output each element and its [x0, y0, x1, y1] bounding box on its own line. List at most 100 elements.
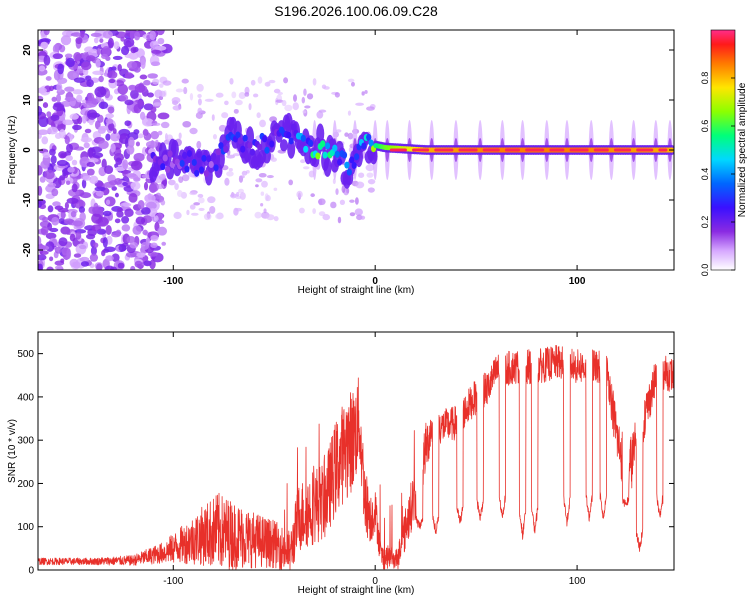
- spectrogram-speckle: [270, 157, 277, 162]
- spectrogram-ridge-core: [249, 148, 256, 156]
- spectrogram-speckle: [263, 208, 267, 214]
- spectrogram-noise-blob: [79, 256, 90, 262]
- spectrogram-noise-blob: [108, 122, 115, 131]
- spectrogram-noise-blob: [128, 192, 138, 203]
- spectrogram-noise-blob: [151, 231, 157, 236]
- spectrogram-speckle: [183, 86, 188, 95]
- spectrogram-x-tick-label: 0: [372, 276, 378, 287]
- spectrogram-noise-blob: [147, 92, 154, 98]
- spectrogram-noise-blob: [105, 225, 112, 236]
- spectrogram-noise-blob: [65, 180, 71, 185]
- spectrogram-noise-blob: [60, 258, 65, 264]
- spectrogram-noise-blob: [128, 174, 139, 179]
- spectrogram-noise-blob: [105, 199, 111, 205]
- spectrogram-noise-blob: [58, 129, 66, 139]
- figure-title: S196.2026.100.06.09.C28: [274, 3, 438, 19]
- spectrogram-noise-blob: [136, 252, 146, 258]
- spectrogram-noise-blob: [51, 188, 59, 197]
- spectrogram-noise-blob: [143, 181, 149, 191]
- spectrogram-noise-blob: [150, 61, 161, 67]
- spectrogram-speckle: [323, 86, 330, 90]
- spectrogram-noise-blob: [118, 244, 127, 252]
- spectrogram-y-tick-label: 20: [22, 44, 33, 56]
- spectrogram-ridge-core: [196, 151, 202, 159]
- spectrogram-noise-blob: [54, 205, 64, 211]
- spectrogram-noise-blob: [115, 157, 123, 165]
- snr-frame: [37, 331, 675, 571]
- spectrogram-noise-blob: [124, 72, 134, 79]
- spectrogram-noise-blob: [85, 55, 96, 62]
- spectrogram-noise-blob: [67, 166, 75, 173]
- spectrogram-noise-blob: [139, 111, 146, 121]
- spectrogram-speckle: [257, 76, 263, 84]
- spectrogram-noise-blob: [49, 256, 54, 262]
- spectrogram-noise-blob: [111, 186, 117, 191]
- spectrogram-noise-blob: [52, 201, 61, 207]
- snr-y-tick-label: 500: [17, 349, 34, 360]
- spectrogram-noise-blob: [65, 227, 71, 235]
- snr-y-tick-label: 400: [17, 392, 34, 403]
- spectrogram-y-ticks: -20 -10 0 10 20: [22, 44, 674, 257]
- spectrogram-noise-blob: [107, 37, 114, 49]
- spectrogram-ridge-core: [344, 161, 350, 169]
- spectrogram-speckle: [255, 184, 259, 188]
- spectrogram-noise-blob: [39, 176, 46, 183]
- spectrogram-noise-blob: [130, 265, 136, 270]
- spectrogram-noise-blob: [132, 225, 142, 235]
- spectrogram-noise-blob: [101, 250, 106, 257]
- spectrogram-speckle: [330, 201, 337, 209]
- spectrogram-speckle: [178, 176, 184, 184]
- spectrogram-speckle: [224, 177, 230, 186]
- spectrogram-speckle: [283, 77, 289, 84]
- spectrogram-noise-blob: [92, 70, 104, 75]
- spectrogram-noise-blob: [71, 183, 78, 193]
- spectrogram-noise-blob: [81, 178, 87, 189]
- spectrogram-noise-blob: [47, 222, 53, 231]
- spectrogram-ridge-core: [351, 162, 357, 170]
- spectrogram-noise-blob: [143, 79, 151, 86]
- spectrogram-ridge-core: [186, 149, 193, 157]
- spectrogram-noise-blob: [66, 197, 79, 204]
- spectrogram-noise-blob: [40, 226, 49, 236]
- spectrogram-noise-blob: [80, 261, 90, 267]
- spectrogram-noise-blob: [124, 99, 134, 106]
- spectrogram-ridge-core: [341, 151, 348, 159]
- colorbar-frame: [710, 29, 736, 271]
- colorbar-label: Normalized spectral amplitude: [737, 82, 748, 217]
- spectrogram-speckle: [198, 197, 205, 204]
- spectrogram-noise-blob: [95, 190, 105, 197]
- spectrogram-noise-blob: [101, 45, 111, 57]
- spectrogram-speckle: [156, 183, 165, 190]
- spectrogram-noise-blob: [142, 229, 148, 236]
- spectrogram-noise-blob: [73, 77, 86, 83]
- spectrogram-noise-blob: [66, 248, 72, 260]
- spectrogram-speckle: [258, 173, 267, 178]
- spectrogram-noise-blob: [102, 236, 108, 248]
- spectrogram-noise-blob: [49, 148, 56, 156]
- spectrogram-speckle: [221, 112, 229, 119]
- spectrogram-speckle: [344, 132, 349, 137]
- spectrogram-noise-blob: [60, 35, 72, 46]
- spectrogram-speckle: [209, 206, 216, 214]
- spectrogram-noise-blob: [126, 61, 138, 70]
- spectrogram-speckle: [231, 91, 237, 99]
- spectrogram-speckle: [241, 170, 248, 176]
- spectrogram-noise-blob: [124, 53, 135, 59]
- spectrogram-noise-blob: [78, 206, 86, 214]
- spectrogram-speckle: [168, 179, 176, 186]
- spectrogram-noise-blob: [127, 136, 135, 148]
- spectrogram-noise-blob: [121, 215, 130, 224]
- spectrogram-speckle: [302, 110, 307, 114]
- spectrogram-speckle: [162, 80, 172, 86]
- spectrogram-speckle: [181, 174, 190, 182]
- spectrogram-speckle: [252, 93, 259, 98]
- spectrogram-speckle: [224, 100, 229, 106]
- spectrogram-speckle: [303, 88, 307, 96]
- spectrogram-ridge-core: [184, 165, 190, 173]
- spectrogram-noise-blob: [123, 37, 135, 48]
- spectrogram-speckle: [364, 89, 368, 94]
- spectrogram-noise-blob: [122, 159, 129, 170]
- spectrogram-noise-blob: [96, 263, 103, 270]
- spectrogram-speckle: [182, 120, 192, 128]
